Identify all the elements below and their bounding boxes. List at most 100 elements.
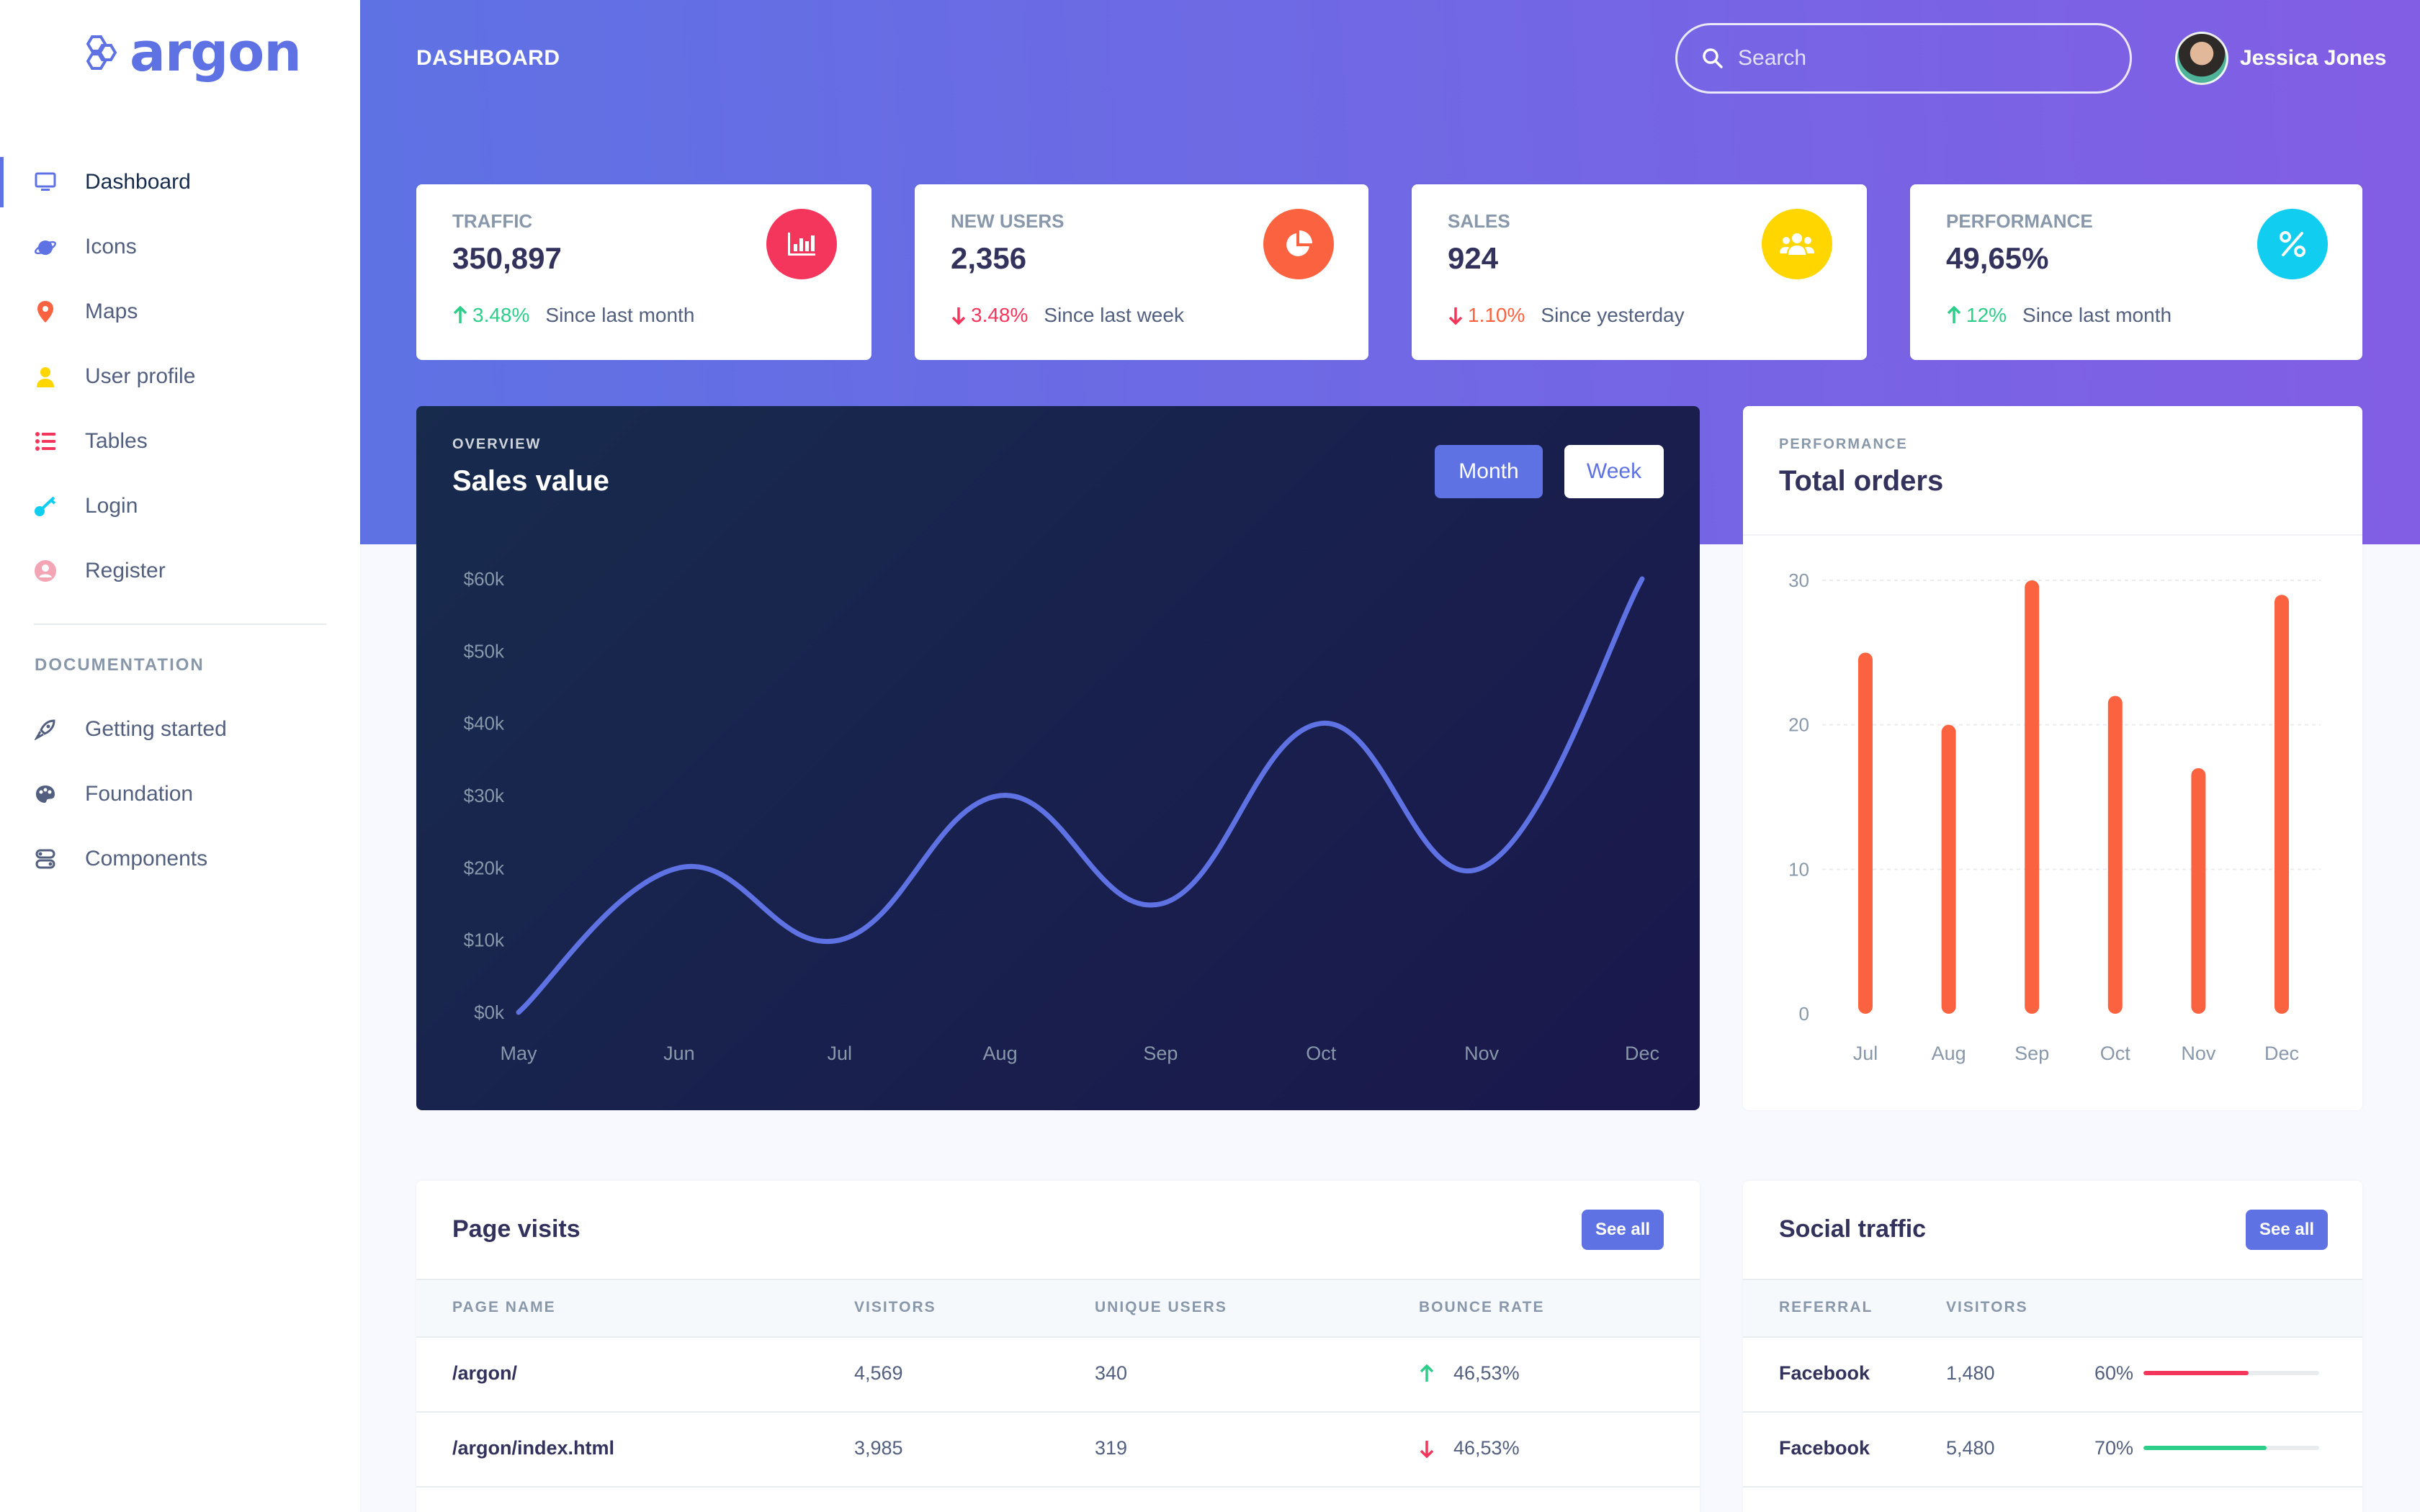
- table-row[interactable]: /argon/ 4,569 340 46,53%: [416, 1338, 1700, 1413]
- sidebar-item-getting-started[interactable]: Getting started: [0, 697, 360, 762]
- see-all-button[interactable]: See all: [2246, 1210, 2328, 1250]
- stat-card-traffic: Traffic 350,897 3.48% Since last month: [416, 184, 871, 360]
- x-tick-label: Jun: [663, 1043, 695, 1064]
- stat-change: 3.48%: [452, 304, 529, 327]
- y-tick-label: $50k: [464, 640, 505, 662]
- stat-card-new-users: New users 2,356 3.48% Since last week: [915, 184, 1368, 360]
- card-overline: OVERVIEW: [452, 436, 542, 452]
- stat-title: Traffic: [452, 210, 533, 232]
- stat-change: 3.48%: [951, 304, 1028, 327]
- data-point[interactable]: [1641, 578, 1643, 580]
- user-circle-icon: [33, 559, 58, 583]
- x-tick-label: Dec: [1625, 1043, 1659, 1064]
- month-button[interactable]: Month: [1435, 445, 1543, 498]
- palette-icon: [33, 782, 58, 806]
- sidebar-item-maps[interactable]: Maps: [0, 279, 360, 344]
- percent-label: 60%: [2094, 1362, 2134, 1384]
- stat-value: 924: [1448, 241, 1499, 275]
- visitors-cell: 5,480: [1946, 1437, 1995, 1459]
- bar[interactable]: [2191, 768, 2206, 1014]
- data-point[interactable]: [1320, 723, 1322, 724]
- sidebar-item-label: Dashboard: [85, 170, 191, 194]
- search-input[interactable]: [1738, 46, 2098, 71]
- sidebar-item-label: Register: [85, 559, 166, 582]
- avatar: [2175, 32, 2228, 85]
- x-tick-label: Nov: [2181, 1043, 2216, 1064]
- sales-line-chart: $0k $10k $20k $30k $40k $50k $60k May Jun Jul Aug S…: [464, 568, 1659, 1064]
- percent-label: 70%: [2094, 1437, 2134, 1459]
- column-header: Page name: [452, 1299, 556, 1315]
- sidebar: argon Dashboard Icons Maps User profile: [0, 0, 360, 1512]
- y-tick-label: $60k: [464, 568, 505, 590]
- page-title: DASHBOARD: [416, 46, 560, 70]
- sidebar-item-login[interactable]: Login: [0, 474, 360, 539]
- x-tick-label: Jul: [827, 1043, 852, 1064]
- stat-title: Performance: [1946, 210, 2093, 232]
- stat-card-performance: Performance 49,65% 12% Since last month: [1910, 184, 2362, 360]
- table-row[interactable]: /argon/index.html 3,985 319 46,53%: [416, 1413, 1700, 1488]
- y-tick-label: 0: [1799, 1003, 1809, 1025]
- x-tick-label: Oct: [1306, 1043, 1337, 1064]
- bar[interactable]: [2107, 696, 2123, 1014]
- table-row[interactable]: Facebook 5,480 70%: [1743, 1413, 2362, 1488]
- stat-since: Since yesterday: [1541, 304, 1685, 326]
- card-heading: Sales value: [452, 465, 609, 497]
- column-header: Visitors: [854, 1299, 936, 1315]
- argon-logo-icon: [86, 35, 117, 70]
- documentation-nav: Getting started Foundation Components: [0, 697, 360, 891]
- sidebar-item-user-profile[interactable]: User profile: [0, 344, 360, 409]
- stat-footer: 3.48% Since last week: [951, 304, 1184, 327]
- sidebar-item-dashboard[interactable]: Dashboard: [0, 150, 360, 215]
- arrow-up-icon: [1420, 1364, 1434, 1382]
- key-icon: [33, 494, 58, 518]
- bar[interactable]: [2025, 580, 2040, 1014]
- arrow-up-icon: [453, 306, 467, 323]
- y-tick-label: $40k: [464, 713, 505, 734]
- y-tick-label: 30: [1788, 570, 1809, 591]
- sidebar-item-label: User profile: [85, 364, 196, 388]
- sidebar-item-foundation[interactable]: Foundation: [0, 762, 360, 827]
- stat-value: 2,356: [951, 241, 1027, 275]
- x-tick-label: May: [500, 1043, 537, 1064]
- card-heading: Total orders: [1779, 465, 1944, 497]
- user-name: Jessica Jones: [2240, 46, 2387, 70]
- week-button[interactable]: Week: [1564, 445, 1664, 498]
- sales-value-card: OVERVIEW Sales value Month Week $0k $10k $…: [416, 406, 1700, 1110]
- bar[interactable]: [1858, 652, 1873, 1014]
- monitor-icon: [33, 170, 58, 194]
- stat-change-value: 1.10%: [1468, 304, 1525, 326]
- stat-change: 1.10%: [1448, 304, 1525, 327]
- bullet-list-icon: [33, 429, 58, 454]
- stat-title: Sales: [1448, 210, 1510, 232]
- sales-series-line: [516, 576, 1645, 1015]
- planet-icon: [33, 235, 58, 259]
- x-tick-label: Sep: [1143, 1043, 1178, 1064]
- users-icon: [1762, 209, 1832, 279]
- sidebar-item-components[interactable]: Components: [0, 827, 360, 891]
- pin-icon: [33, 300, 58, 324]
- sidebar-item-label: Maps: [85, 300, 138, 323]
- referral-cell: Facebook: [1779, 1362, 1870, 1384]
- brand-logo[interactable]: argon: [79, 22, 302, 84]
- bounce-rate-value: 46,53%: [1453, 1437, 1520, 1459]
- user-menu[interactable]: Jessica Jones: [2175, 32, 2386, 85]
- column-header: Bounce rate: [1419, 1299, 1545, 1315]
- see-all-button[interactable]: See all: [1582, 1210, 1664, 1250]
- sidebar-heading-documentation: DOCUMENTATION: [35, 655, 205, 675]
- column-header: Unique users: [1095, 1299, 1227, 1315]
- bar[interactable]: [1941, 724, 1956, 1014]
- progress-fill: [2143, 1371, 2249, 1375]
- bar-chart-icon: [766, 209, 837, 279]
- bar[interactable]: [2275, 595, 2289, 1014]
- user-icon: [33, 364, 58, 389]
- sidebar-item-tables[interactable]: Tables: [0, 409, 360, 474]
- sidebar-item-icons[interactable]: Icons: [0, 215, 360, 279]
- card-divider: [1743, 534, 2362, 536]
- sidebar-item-register[interactable]: Register: [0, 539, 360, 603]
- search-box[interactable]: [1675, 23, 2132, 94]
- x-tick-label: Nov: [1464, 1043, 1500, 1064]
- y-tick-label: $0k: [474, 1002, 505, 1023]
- sidebar-item-label: Login: [85, 494, 138, 518]
- rocket-icon: [33, 717, 58, 742]
- table-row[interactable]: Facebook 1,480 60%: [1743, 1338, 2362, 1413]
